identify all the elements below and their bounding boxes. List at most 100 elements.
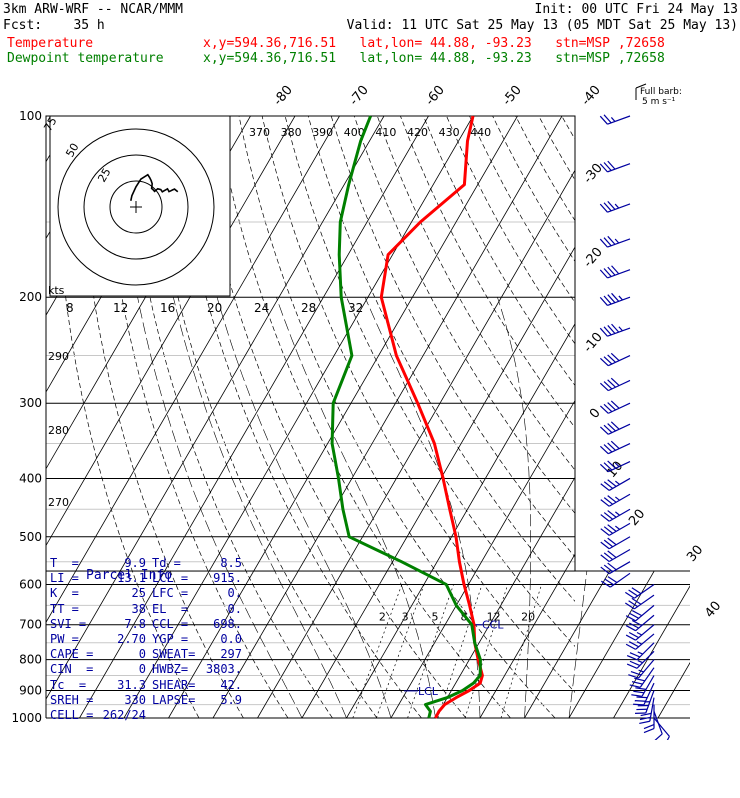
wind-barb-full — [604, 295, 611, 306]
wind-barb-full — [601, 513, 609, 524]
wind-barb-full — [612, 264, 619, 275]
isotherm — [213, 116, 562, 718]
pressure-label: 900 — [19, 683, 42, 697]
theta-label: 380 — [281, 126, 302, 139]
wind-barb-full — [653, 734, 664, 740]
wind-barb-full — [636, 706, 647, 713]
wind-barb-full — [604, 201, 611, 212]
parcel-value: 915. — [156, 571, 242, 586]
wind-barb-full — [600, 203, 607, 214]
mixing-ratio-label: 3 — [402, 611, 409, 624]
wind-barb-full — [633, 701, 644, 709]
moist-adiabat — [217, 297, 391, 718]
wind-barb-full — [612, 292, 619, 303]
wind-barb-full — [608, 160, 615, 171]
hodo-scale-label: 28 — [301, 301, 316, 315]
isotherm — [480, 116, 740, 718]
wind-barb — [600, 346, 630, 367]
theta-label: 410 — [375, 126, 396, 139]
theta-label: 420 — [407, 126, 428, 139]
pressure-label: 100 — [19, 109, 42, 123]
parcel-value: 698. — [156, 617, 242, 632]
isotherm — [258, 116, 607, 718]
wind-barb-half — [615, 496, 619, 501]
pressure-label: 1000 — [11, 711, 42, 725]
pressure-label: 200 — [19, 290, 42, 304]
hodograph-box — [50, 116, 230, 296]
lcl-label: LCL — [418, 685, 439, 698]
skew-temp-label: -30 — [581, 161, 606, 187]
hodo-scale-label: 20 — [207, 301, 222, 315]
parcel-value: 42. — [156, 678, 242, 693]
dry-adiabat — [493, 116, 740, 718]
wind-barb-full — [608, 324, 615, 335]
wind-barb-half — [615, 511, 619, 516]
skew-temp-label: 0 — [587, 406, 604, 422]
theta-label: 430 — [439, 126, 460, 139]
parcel-value: 8.5 — [156, 556, 242, 571]
parcel-value: 2.70 — [66, 632, 146, 647]
wind-barb — [600, 107, 630, 126]
wind-barb-staff — [654, 711, 662, 734]
wind-barb — [600, 434, 630, 455]
wind-barb-half — [615, 203, 619, 208]
ccl-label: CCL — [482, 619, 504, 632]
hodo-scale-label: 8 — [66, 301, 74, 315]
wind-barb — [600, 394, 630, 415]
skew-temp-label: -50 — [500, 83, 525, 109]
mixing-ratio-label: 5 — [432, 611, 439, 624]
parcel-value: 0. — [156, 602, 242, 617]
wind-barb-full — [638, 702, 649, 709]
hodo-scale-label: 24 — [254, 301, 269, 315]
wind-barb-full — [600, 238, 607, 249]
wind-barb-half — [615, 480, 619, 485]
skew-temp-label: 40 — [702, 599, 724, 621]
wind-barb — [626, 617, 654, 643]
isotherm — [391, 116, 740, 718]
isotherm — [525, 116, 740, 718]
wind-barb-full — [600, 425, 608, 436]
isotherm — [614, 116, 740, 718]
wind-barb — [627, 636, 654, 663]
dry-adiabat — [400, 116, 740, 718]
parcel-value: 0 — [66, 662, 146, 677]
parcel-value: 262/24 — [66, 708, 146, 723]
dry-adiabat — [585, 116, 740, 718]
pressure-label: 800 — [19, 653, 42, 667]
wind-barb-full — [604, 267, 611, 278]
wind-barb-full — [608, 293, 615, 304]
pressure-label: 300 — [19, 396, 42, 410]
dry-adiabat — [262, 116, 599, 718]
wind-barb-full — [601, 482, 609, 493]
parcel-value: 3803. — [156, 662, 242, 677]
mixing-ratio-line — [376, 584, 424, 718]
theta-label: 390 — [312, 126, 333, 139]
wind-barb-half — [615, 525, 619, 530]
wind-barb-full — [600, 268, 607, 279]
pressure-label: 500 — [19, 530, 42, 544]
parcel-value: 31.3 — [66, 678, 146, 693]
skew-temp-label: 10 — [604, 459, 626, 481]
wind-barb-full — [662, 736, 672, 740]
dry-adiabat — [354, 116, 740, 718]
wind-barb-full — [601, 527, 609, 538]
mixing-ratio-label: 20 — [521, 611, 535, 624]
wind-barb-full — [600, 382, 608, 393]
wind-legend-line2: 5 m s⁻¹ — [642, 97, 676, 107]
pressure-label: 400 — [19, 471, 42, 485]
dry-adiabat — [608, 116, 740, 718]
mixing-ratio-line — [501, 584, 542, 718]
wind-barb-full — [612, 323, 619, 334]
wind-barb-full — [604, 236, 611, 247]
wind-barb — [600, 288, 630, 307]
wind-barb — [631, 671, 654, 700]
parcel-value: 9.9 — [66, 556, 146, 571]
skew-temp-label: 30 — [684, 543, 706, 565]
wind-barb — [600, 229, 630, 248]
wind-barb — [600, 319, 630, 338]
parcel-value: 0. — [156, 586, 242, 601]
pressure-label: 700 — [19, 618, 42, 632]
wind-barb-half — [615, 238, 619, 243]
